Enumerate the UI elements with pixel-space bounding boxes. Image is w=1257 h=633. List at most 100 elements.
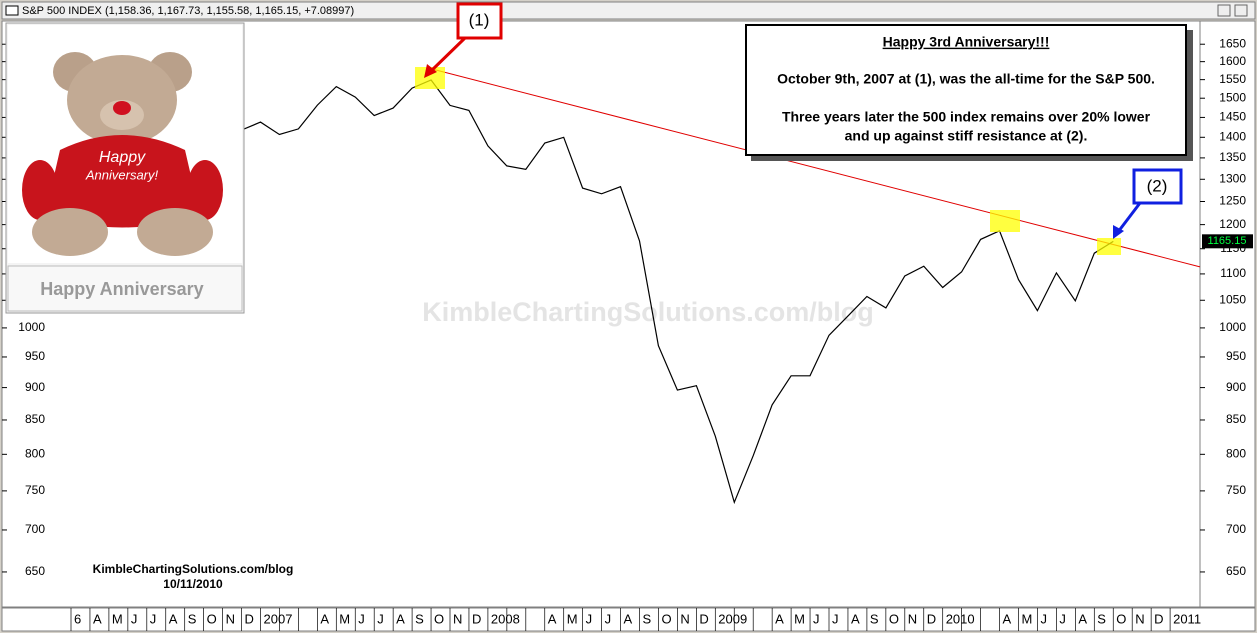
y-tick-label: 900 — [25, 380, 45, 394]
x-tick-label: O — [661, 611, 671, 626]
y-tick-label: 1550 — [1219, 72, 1246, 86]
callout-box — [1132, 168, 1183, 205]
callout-arrow — [428, 36, 467, 74]
x-tick-label: O — [434, 611, 444, 626]
title-bar — [1, 1, 1256, 20]
x-tick-label: M — [112, 611, 123, 626]
right-axis — [1199, 20, 1256, 608]
x-tick-label: J — [1040, 611, 1047, 626]
arrow-head — [424, 64, 437, 78]
x-tick-label: S — [188, 611, 197, 626]
x-tick-label: D — [245, 611, 254, 626]
image-caption: Happy Anniversary — [40, 279, 203, 299]
x-tick-label: S — [1097, 611, 1106, 626]
y-tick-label: 850 — [1226, 412, 1246, 426]
restore-button[interactable] — [1217, 4, 1231, 17]
arrow-head — [1113, 225, 1124, 239]
x-tick-label: M — [794, 611, 805, 626]
x-tick-label: S — [643, 611, 652, 626]
y-tick-label: 1350 — [1219, 150, 1246, 164]
x-tick-label: J — [377, 611, 384, 626]
y-tick-label: 1200 — [1219, 217, 1246, 231]
y-tick-label: 850 — [25, 412, 45, 426]
callout-label: (1) — [469, 10, 490, 29]
x-tick-label: A — [775, 611, 784, 626]
y-tick-label: 1600 — [1219, 54, 1246, 68]
y-tick-label: 1400 — [1219, 129, 1246, 143]
x-tick-label: S — [415, 611, 424, 626]
y-tick-label: 750 — [1226, 483, 1246, 497]
credit: 10/11/2010 — [163, 577, 223, 591]
y-tick-label: 750 — [25, 483, 45, 497]
x-tick-label: N — [680, 611, 689, 626]
y-tick-label: 1450 — [1219, 110, 1246, 124]
y-tick-label: 1050 — [1219, 292, 1246, 306]
note-line: and up against stiff resistance at (2). — [845, 128, 1088, 144]
x-tick-label: O — [207, 611, 217, 626]
highlight — [990, 210, 1020, 232]
x-tick-label: J — [1059, 611, 1066, 626]
x-tick-label: D — [472, 611, 481, 626]
x-tick-label: D — [1154, 611, 1163, 626]
last-price-label: 1165.15 — [1208, 235, 1247, 247]
callout-box — [456, 2, 503, 40]
x-tick-label: M — [567, 611, 578, 626]
x-tick-label: A — [320, 611, 329, 626]
x-tick-label: N — [226, 611, 235, 626]
x-tick-label: N — [1135, 611, 1144, 626]
credit: KimbleChartingSolutions.com/blog — [93, 562, 294, 576]
x-tick-label: 2007 — [264, 611, 293, 626]
x-tick-label: S — [870, 611, 879, 626]
shirt-text: Anniversary! — [85, 167, 159, 182]
note-line: Three years later the 500 index remains … — [782, 109, 1151, 125]
x-tick-label: J — [813, 611, 820, 626]
x-tick-label: A — [548, 611, 557, 626]
callout-arrow — [1116, 202, 1142, 233]
x-tick-label: A — [1078, 611, 1087, 626]
bear-arm — [187, 160, 223, 220]
caption-box — [7, 265, 243, 312]
x-tick-label: J — [586, 611, 593, 626]
header: S&P 500 INDEX (1,158.36, 1,167.73, 1,155… — [22, 5, 354, 17]
x-tick-label: D — [927, 611, 936, 626]
y-tick-label: 800 — [1226, 446, 1246, 460]
x-tick-label: 2010 — [946, 611, 975, 626]
y-tick-label: 950 — [1226, 349, 1246, 363]
x-tick-label: M — [1022, 611, 1033, 626]
y-tick-label: 1500 — [1219, 90, 1246, 104]
note-title: Happy 3rd Anniversary!!! — [883, 34, 1050, 50]
y-tick-label: 950 — [25, 349, 45, 363]
x-tick-label: J — [832, 611, 839, 626]
highlight — [415, 67, 445, 89]
trendline — [430, 68, 1201, 268]
window-icon — [5, 5, 19, 16]
y-tick-label: 1000 — [1219, 320, 1246, 334]
highlight — [1097, 238, 1121, 255]
y-tick-label: 700 — [1226, 522, 1246, 536]
shirt-text: Happy — [99, 149, 146, 166]
note-box — [745, 24, 1187, 156]
x-tick-label: N — [453, 611, 462, 626]
x-tick-label: M — [339, 611, 350, 626]
x-tick-label: O — [889, 611, 899, 626]
y-tick-label: 1000 — [18, 320, 45, 334]
watermark: KimbleChartingSolutions.com/blog — [422, 297, 874, 327]
close-button[interactable] — [1234, 4, 1248, 17]
x-tick-label: J — [150, 611, 157, 626]
x-tick-label: 6 — [74, 611, 81, 626]
x-tick-label: A — [1003, 611, 1012, 626]
bear-nose — [113, 101, 131, 115]
x-tick-label: D — [699, 611, 708, 626]
x-tick-label: A — [851, 611, 860, 626]
note-line: October 9th, 2007 at (1), was the all-ti… — [777, 71, 1155, 87]
y-tick-label: 700 — [25, 522, 45, 536]
x-tick-label: J — [131, 611, 138, 626]
x-tick-label: J — [605, 611, 612, 626]
x-tick-label: N — [908, 611, 917, 626]
y-tick-label: 1650 — [1219, 36, 1246, 50]
x-tick-label: A — [396, 611, 405, 626]
x-tick-label: A — [624, 611, 633, 626]
last-price-tag — [1202, 234, 1253, 249]
x-tick-label: 2009 — [718, 611, 747, 626]
y-tick-label: 1100 — [1220, 266, 1246, 280]
